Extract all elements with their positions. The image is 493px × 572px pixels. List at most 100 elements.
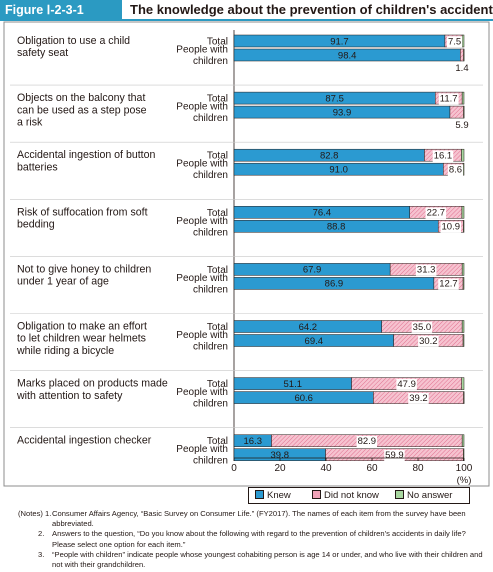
item-label-line: Risk of suffocation from soft [17, 206, 148, 218]
data-label-knew: 16.3 [243, 436, 262, 447]
data-label-background [438, 93, 459, 105]
bar-no-answer [462, 277, 465, 290]
data-label-outside: 5.9 [455, 120, 468, 131]
item-label-line: a risk [17, 117, 43, 129]
x-unit-label: (%) [457, 475, 472, 486]
row-label-children-line: children [193, 113, 228, 124]
x-tick-label: 0 [231, 463, 237, 474]
bar-no-answer [463, 220, 465, 233]
bar-did-not-know [460, 48, 464, 62]
legend-item-knew: Knew [255, 490, 291, 502]
legend-label-knew: Knew [267, 490, 291, 501]
data-label-did-not-know: 59.9 [385, 450, 404, 461]
note-2: 2. Answers to the question, “Do you know … [18, 529, 488, 549]
item-label-line: under 1 year of age [17, 276, 109, 288]
data-label-outside: 1.4 [455, 63, 468, 74]
data-label-knew: 69.4 [305, 336, 324, 347]
row-label-children-line: People with [176, 273, 228, 284]
row-label-total: Total [207, 379, 228, 390]
item-label-line: batteries [17, 161, 58, 173]
bar-no-answer [461, 148, 465, 162]
legend-swatch-no-answer [395, 490, 404, 499]
bar-no-answer [462, 334, 465, 347]
data-label-knew: 88.8 [327, 222, 346, 233]
data-label-background [440, 221, 462, 233]
data-label-knew: 87.5 [325, 93, 344, 104]
data-label-did-not-know: 47.9 [397, 379, 416, 390]
data-label-background [446, 36, 463, 48]
data-label-knew: 93.9 [333, 107, 352, 118]
item-label-line: Accidental ingestion checker [17, 435, 152, 447]
item-label-line: to let children wear helmets [17, 333, 146, 345]
item-label-line: bedding [17, 219, 55, 231]
legend-item-no-answer: No answer [395, 490, 452, 502]
note-1-number: (Notes) 1. [18, 509, 52, 518]
bar-no-answer [463, 391, 465, 404]
legend-item-did-not-know: Did not know [312, 490, 379, 502]
legend-label-no-answer: No answer [407, 490, 453, 501]
data-label-knew: 91.0 [329, 165, 348, 176]
x-tick-label: 100 [456, 463, 473, 474]
data-label-did-not-know: 7.5 [448, 36, 461, 47]
note-3-text: “People with children” indicate people w… [52, 549, 483, 570]
item-label-line: Marks placed on products made [17, 378, 168, 390]
x-tick-label: 40 [320, 463, 332, 474]
bar-no-answer [461, 91, 465, 105]
row-label-children-line: People with [176, 387, 228, 398]
bar-no-answer [463, 105, 465, 119]
data-label-background [415, 264, 437, 276]
figure-notes: (Notes) 1. Consumer Affairs Agency, “Basi… [18, 509, 488, 570]
data-label-did-not-know: 10.9 [442, 222, 461, 233]
note-3-number: 3. [38, 549, 45, 559]
row-label-children-line: People with [176, 45, 228, 56]
data-label-did-not-know: 31.3 [417, 265, 436, 276]
chart-frame [3, 21, 490, 487]
row-label-children-line: children [193, 399, 228, 410]
data-label-did-not-know: 30.2 [419, 336, 438, 347]
bar-no-answer [463, 48, 465, 62]
legend-swatch-knew [255, 490, 264, 499]
item-label-line: Objects on the balcony that [17, 92, 145, 104]
row-label-total: Total [207, 208, 228, 219]
data-label-background [408, 392, 429, 404]
row-label-children-line: children [193, 456, 228, 467]
row-label-children-line: People with [176, 159, 228, 170]
x-tick-label: 80 [412, 463, 424, 474]
data-label-background [438, 278, 459, 290]
item-label-line: with attention to safety [16, 390, 123, 402]
bar-no-answer [461, 206, 465, 219]
note-1: (Notes) 1. Consumer Affairs Agency, “Basi… [18, 509, 488, 529]
item-label-line: Obligation to use a child [17, 35, 130, 47]
data-label-did-not-know: 82.9 [358, 436, 377, 447]
item-label-line: while riding a bicycle [16, 345, 114, 357]
row-label-children-line: children [193, 342, 228, 353]
data-label-did-not-know: 35.0 [413, 322, 432, 333]
row-label-children-line: children [193, 56, 228, 67]
row-label-children-line: People with [176, 102, 228, 113]
bar-no-answer [461, 320, 465, 333]
item-label-line: Obligation to make an effort [17, 321, 147, 333]
item-label-line: can be used as a step pose [17, 104, 147, 116]
row-label-total: Total [207, 436, 228, 447]
data-label-background [384, 450, 405, 461]
x-tick-label: 20 [274, 463, 286, 474]
bar-no-answer [461, 434, 465, 447]
row-label-children-line: People with [176, 216, 228, 227]
bar-no-answer [462, 162, 465, 176]
data-label-did-not-know: 11.7 [440, 93, 458, 104]
data-label-knew: 76.4 [313, 208, 332, 219]
data-label-knew: 39.8 [271, 450, 290, 461]
row-label-total: Total [207, 151, 228, 162]
item-label-line: Accidental ingestion of button [17, 149, 156, 161]
legend-swatch-did-not-know [312, 490, 321, 499]
data-label-did-not-know: 12.7 [439, 279, 458, 290]
note-3: 3. “People with children” indicate people… [18, 550, 488, 570]
figure-title: The knowledge about the prevention of ch… [130, 2, 493, 17]
data-label-knew: 67.9 [303, 265, 322, 276]
row-label-total: Total [207, 265, 228, 276]
data-label-knew: 86.9 [325, 279, 344, 290]
data-label-did-not-know: 39.2 [409, 393, 428, 404]
data-label-knew: 98.4 [338, 50, 357, 61]
note-2-text: Answers to the question, “Do you know ab… [52, 529, 466, 549]
